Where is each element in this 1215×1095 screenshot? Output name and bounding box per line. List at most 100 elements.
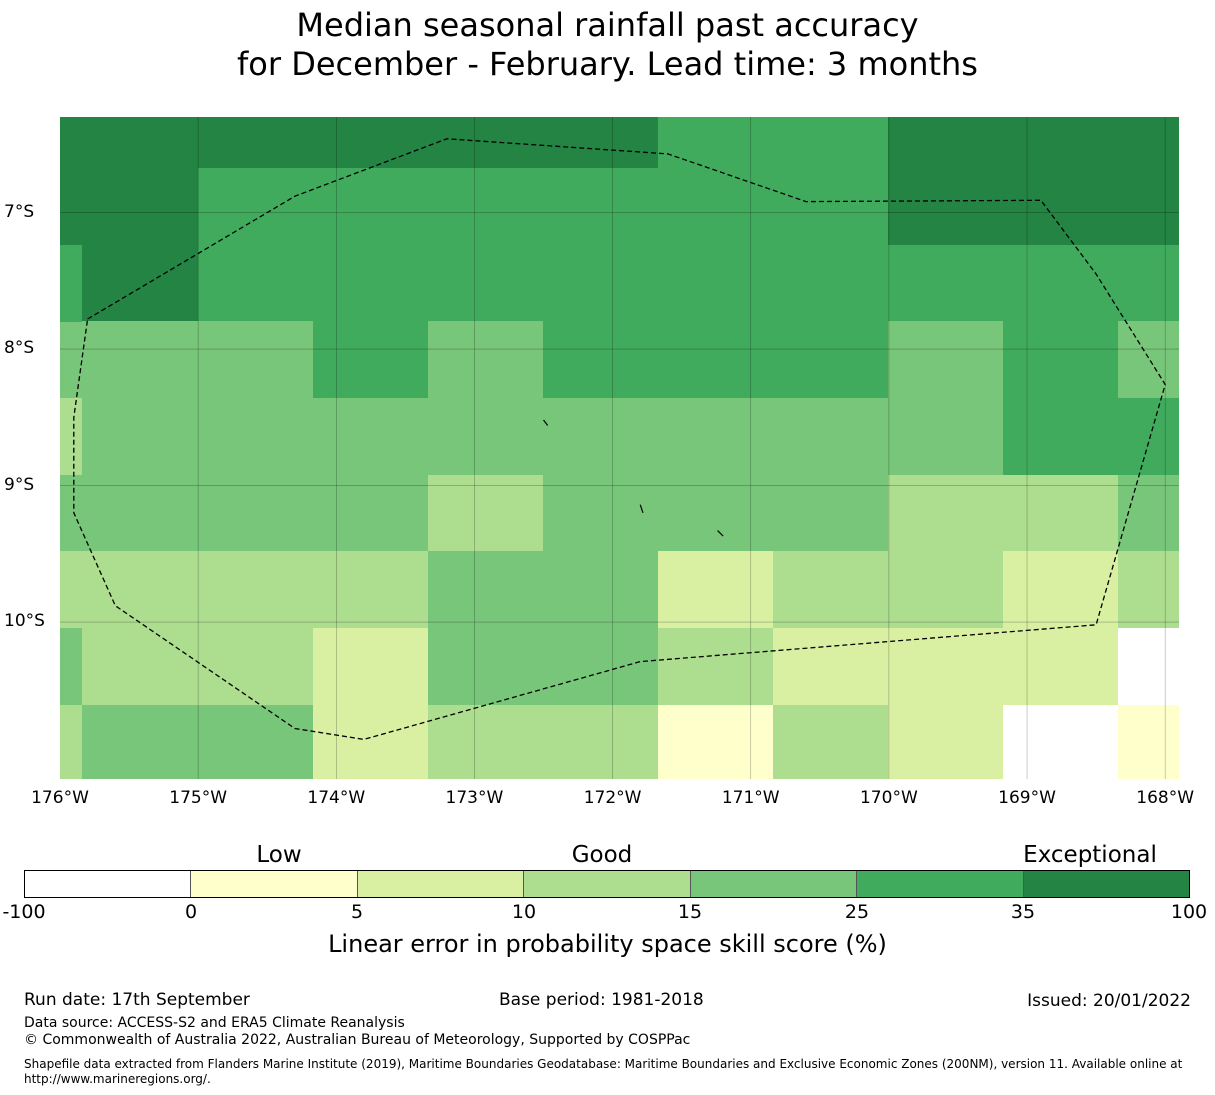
colorbar-tick: 10 [511, 901, 537, 923]
grid-cell [198, 117, 314, 169]
lon-label: 175°W [169, 788, 228, 808]
island-outline [717, 530, 724, 537]
grid-cell [658, 321, 774, 399]
grid-cell [313, 628, 429, 706]
grid-cell [773, 628, 889, 706]
lon-label: 168°W [1136, 788, 1195, 808]
colorbar-segment [25, 871, 192, 897]
lon-label: 172°W [583, 788, 642, 808]
grid-cell [313, 321, 428, 398]
grid-cell [428, 117, 544, 169]
grid-cell [888, 321, 1004, 399]
grid-cell [543, 321, 659, 399]
grid-cell [1003, 117, 1119, 169]
grid-cell [428, 398, 544, 476]
grid-cell [1003, 168, 1119, 246]
grid-cell [658, 398, 774, 476]
grid-cell [82, 705, 199, 779]
colorbar-segment [1023, 871, 1189, 897]
grid-cell [82, 245, 199, 322]
colorbar-segment [524, 871, 691, 897]
grid-cell [82, 628, 199, 706]
grid-cell [313, 398, 429, 476]
grid-cell [428, 245, 544, 322]
eez-boundary [73, 138, 1166, 741]
grid-cell [313, 551, 429, 629]
grid-cell [1003, 705, 1119, 779]
grid-cell [428, 628, 544, 706]
grid-cell [543, 117, 659, 169]
category-low: Low [256, 842, 302, 868]
grid-cell [888, 628, 1004, 706]
grid-cell [82, 475, 199, 552]
category-exceptional: Exceptional [1023, 842, 1157, 868]
grid-cell [543, 245, 659, 322]
colorbar-segment [191, 871, 358, 897]
colorbar-tick: 35 [1010, 901, 1036, 923]
colorbar-segment [357, 871, 525, 897]
grid-cell [1003, 475, 1119, 552]
map-title: Median seasonal rainfall past accuracy f… [0, 6, 1215, 84]
grid-cell [543, 705, 659, 779]
grid-cell [198, 628, 314, 706]
island-outline [639, 504, 644, 514]
grid-cell [658, 117, 773, 168]
grid-cell [543, 475, 659, 552]
lon-label: 176°W [31, 788, 89, 808]
grid-cell [428, 475, 544, 552]
grid-cell [1118, 117, 1179, 169]
grid-cell [888, 245, 1004, 322]
grid-cell [313, 705, 429, 779]
grid-cell [198, 321, 314, 399]
title-line-2: for December - February. Lead time: 3 mo… [237, 45, 978, 83]
data-source: Data source: ACCESS-S2 and ERA5 Climate … [24, 1015, 405, 1031]
grid-cell [1003, 245, 1119, 322]
grid-cell [60, 245, 82, 322]
lon-label: 169°W [998, 788, 1056, 808]
grid-cell [428, 705, 544, 779]
map-area[interactable] [60, 117, 1179, 779]
colorbar-tick: 0 [184, 901, 198, 923]
grid-cell [313, 168, 429, 246]
colorbar [24, 870, 1190, 898]
grid-cell [1003, 321, 1119, 399]
graticule [60, 117, 1179, 779]
grid-cell [773, 245, 889, 322]
grid-cell [1118, 705, 1179, 779]
grid-cell [773, 398, 889, 476]
copyright: © Commonwealth of Australia 2022, Austra… [24, 1032, 691, 1048]
grid-cell [773, 117, 889, 169]
colorbar-tick: 25 [844, 901, 870, 923]
category-good: Good [571, 842, 633, 868]
grid-cell [1118, 398, 1179, 476]
grid-cell [1003, 398, 1119, 476]
grid-cell [658, 628, 774, 706]
colorbar-tick: -100 [2, 901, 46, 923]
shapefile-credit: Shapefile data extracted from Flanders M… [24, 1057, 1183, 1086]
grid-cell [82, 321, 199, 399]
grid-cell [82, 168, 199, 246]
grid-cell [773, 705, 889, 779]
lon-label: 173°W [445, 788, 504, 808]
grid-cell [1003, 628, 1119, 706]
grid-cell [658, 168, 774, 246]
grid-cell [60, 117, 83, 169]
grid-cell [888, 475, 1004, 552]
skill-score-map[interactable] [60, 117, 1179, 779]
lat-label: 7°S [4, 201, 35, 222]
grid-cell [773, 551, 889, 629]
colorbar-segment [690, 871, 858, 897]
colorbar-tick: 100 [1170, 901, 1208, 923]
grid-cell [198, 475, 314, 552]
grid-cell [198, 398, 314, 476]
grid-cell [428, 321, 544, 399]
grid-cell [82, 551, 199, 629]
grid-cell [82, 117, 199, 169]
colorbar-segment [857, 871, 1024, 897]
grid-cell [773, 168, 889, 246]
grid-cell [60, 628, 82, 705]
grid-cell [1003, 551, 1119, 629]
lon-label: 170°W [859, 788, 918, 808]
grid-cell [60, 168, 83, 246]
grid-cell [543, 168, 659, 246]
